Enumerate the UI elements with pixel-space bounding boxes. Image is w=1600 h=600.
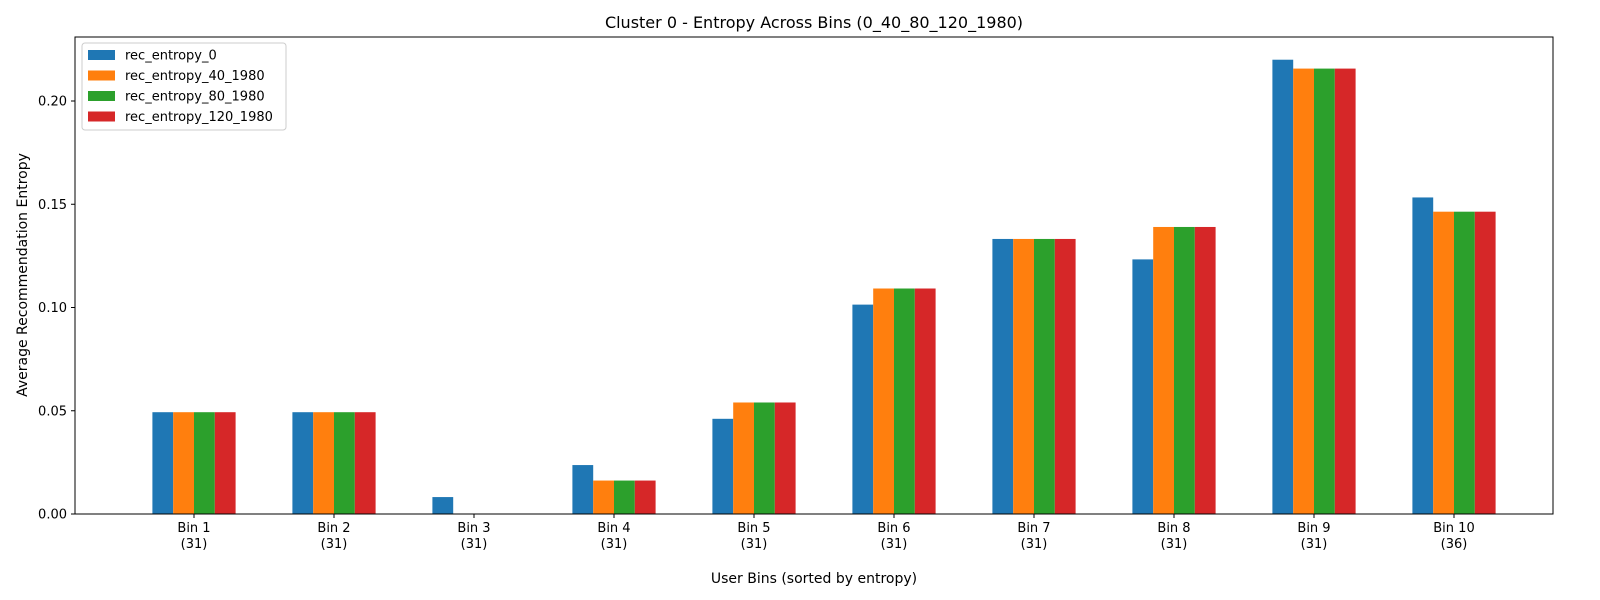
x-tick-label: Bin 10 (36)	[1433, 521, 1474, 552]
bar-rec_entropy_80_1980-bin-9	[1314, 68, 1335, 514]
bar-rec_entropy_80_1980-bin-6	[894, 288, 915, 514]
bar-rec_entropy_40_1980-bin-1	[173, 412, 194, 514]
bar-rec_entropy_120_1980-bin-2	[354, 412, 376, 514]
y-tick-label: 0.00	[38, 508, 67, 523]
y-tick-label: 0.20	[38, 95, 67, 110]
legend-swatch-rec_entropy_120_1980	[88, 111, 115, 122]
bar-rec_entropy_120_1980-bin-8	[1194, 226, 1216, 514]
axes-layer: 0.00 0.05 0.10 0.15 0.20 Bin 1 (31) Bin 2 (31) Bi…	[38, 36, 1554, 552]
bar-rec_entropy_0-bin-6	[852, 304, 874, 514]
bar-rec_entropy_80_1980-bin-2	[334, 412, 355, 514]
bars-layer	[152, 59, 1496, 515]
y-axis-label: Average Recommendation Entropy	[15, 153, 31, 397]
chart-title: Cluster 0 - Entropy Across Bins (0_40_80…	[605, 13, 1023, 33]
bar-rec_entropy_120_1980-bin-9	[1334, 68, 1356, 514]
bar-rec_entropy_40_1980-bin-2	[313, 412, 334, 514]
bar-rec_entropy_120_1980-bin-4	[634, 480, 656, 514]
x-tick-label: Bin 4 (31)	[597, 521, 630, 552]
bar-rec_entropy_40_1980-bin-4	[593, 480, 614, 514]
bar-rec_entropy_80_1980-bin-4	[614, 480, 635, 514]
x-tick-label: Bin 8 (31)	[1157, 521, 1190, 552]
bar-rec_entropy_80_1980-bin-1	[194, 412, 215, 514]
y-tick-label: 0.05	[38, 404, 67, 419]
x-tick-label: Bin 1 (31)	[177, 521, 210, 552]
x-tick-label: Bin 3 (31)	[457, 521, 490, 552]
bar-rec_entropy_0-bin-4	[572, 465, 594, 514]
bar-rec_entropy_40_1980-bin-10	[1433, 211, 1454, 514]
y-tick-label: 0.15	[38, 198, 67, 213]
bar-rec_entropy_0-bin-2	[292, 412, 314, 514]
y-tick-label: 0.10	[38, 301, 67, 316]
bar-rec_entropy_0-bin-9	[1272, 59, 1294, 515]
bar-rec_entropy_80_1980-bin-7	[1034, 238, 1055, 514]
bar-rec_entropy_0-bin-10	[1412, 197, 1434, 514]
legend-swatch-rec_entropy_80_1980	[88, 91, 115, 101]
x-tick-label: Bin 9 (31)	[1297, 521, 1330, 552]
bar-rec_entropy_120_1980-bin-7	[1054, 238, 1076, 514]
bar-rec_entropy_80_1980-bin-5	[754, 402, 775, 514]
legend-label-rec_entropy_40_1980: rec_entropy_40_1980	[125, 69, 265, 84]
x-tick-label: Bin 5 (31)	[737, 521, 770, 552]
legend: rec_entropy_0 rec_entropy_40_1980 rec_entr…	[81, 42, 287, 131]
plot-frame	[74, 36, 1554, 515]
bar-rec_entropy_0-bin-3	[432, 497, 454, 514]
bar-rec_entropy_40_1980-bin-7	[1013, 238, 1034, 514]
bar-rec_entropy_0-bin-8	[1132, 259, 1154, 514]
bar-rec_entropy_40_1980-bin-6	[873, 288, 894, 514]
bar-rec_entropy_0-bin-1	[152, 412, 174, 514]
legend-label-rec_entropy_80_1980: rec_entropy_80_1980	[125, 90, 265, 105]
legend-label-rec_entropy_120_1980: rec_entropy_120_1980	[125, 110, 273, 125]
x-tick-label: Bin 7 (31)	[1017, 521, 1050, 552]
bar-rec_entropy_40_1980-bin-8	[1153, 226, 1174, 514]
x-tick-label: Bin 6 (31)	[877, 521, 910, 552]
legend-box	[81, 42, 287, 131]
legend-swatch-rec_entropy_0	[88, 50, 115, 60]
x-tick-label: Bin 2 (31)	[317, 521, 350, 552]
bar-rec_entropy_80_1980-bin-8	[1174, 226, 1195, 514]
bar-rec_entropy_120_1980-bin-5	[774, 402, 796, 514]
bar-rec_entropy_120_1980-bin-6	[914, 288, 936, 514]
bar-rec_entropy_40_1980-bin-9	[1293, 68, 1314, 514]
bar-rec_entropy_80_1980-bin-10	[1454, 211, 1475, 514]
bar-rec_entropy_0-bin-7	[992, 238, 1014, 514]
x-axis-label: User Bins (sorted by entropy)	[711, 571, 917, 587]
bar-rec_entropy_120_1980-bin-10	[1474, 211, 1496, 514]
legend-swatch-rec_entropy_40_1980	[88, 70, 115, 81]
bar-rec_entropy_120_1980-bin-1	[214, 412, 236, 514]
legend-label-rec_entropy_0: rec_entropy_0	[125, 49, 217, 64]
bar-rec_entropy_0-bin-5	[712, 418, 734, 514]
bar-rec_entropy_40_1980-bin-5	[733, 402, 754, 514]
